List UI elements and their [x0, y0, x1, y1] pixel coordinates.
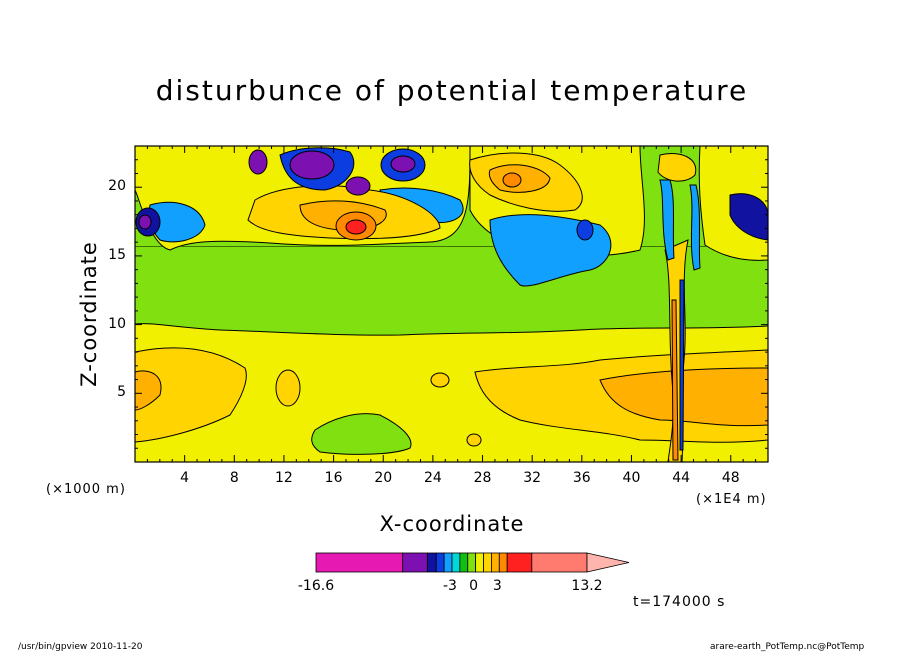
chart-title: disturbunce of potential temperature	[155, 74, 749, 107]
colorbar-label: 3	[492, 578, 502, 594]
colorbar-label: 0	[469, 578, 479, 594]
colorbar-segment	[435, 552, 445, 573]
x-unit-left: (×1000 m)	[46, 482, 126, 497]
x-tick-label: 48	[721, 470, 740, 486]
x-tick-label: 40	[622, 470, 641, 486]
heatmap-field	[135, 146, 768, 462]
colorbar-segment	[459, 552, 469, 573]
x-tick-label: 44	[672, 470, 691, 486]
colorbar-arrow	[586, 552, 630, 573]
colorbar-segment	[506, 552, 533, 573]
colorbar-segment	[467, 552, 477, 573]
footer-right: arare-earth_PotTemp.nc@PotTemp	[710, 642, 865, 652]
axis-ticks	[135, 146, 768, 462]
plot-frame	[134, 145, 769, 463]
colorbar-segment	[491, 552, 500, 573]
time-label: t=174000 s	[633, 594, 726, 610]
x-tick-label: 12	[275, 470, 293, 486]
x-tick-label: 28	[473, 470, 492, 486]
colorbar	[315, 552, 630, 573]
colorbar-segment	[498, 552, 508, 573]
colorbar-segment	[531, 552, 588, 573]
colorbar-label: -16.6	[297, 578, 335, 594]
footer-left: /usr/bin/gpview 2010-11-20	[18, 642, 143, 652]
colorbar-label: -3	[443, 578, 457, 594]
x-axis-label: X-coordinate	[379, 512, 525, 536]
y-tick-label: 10	[108, 315, 126, 332]
x-tick-label: 4	[180, 470, 190, 486]
colorbar-label: 13.2	[571, 578, 603, 594]
x-tick-label: 32	[523, 470, 542, 486]
x-tick-label: 24	[423, 470, 442, 486]
y-tick-label: 5	[117, 384, 126, 401]
x-tick-label: 16	[324, 470, 343, 486]
x-tick-label: 36	[572, 470, 591, 486]
x-unit-right: (×1E4 m)	[696, 492, 767, 507]
y-tick-label: 15	[108, 246, 126, 263]
colorbar-segment	[451, 552, 461, 573]
x-tick-label: 20	[374, 470, 393, 486]
colorbar-segment	[315, 552, 404, 573]
x-tick-label: 8	[229, 470, 239, 486]
colorbar-segment	[426, 552, 437, 573]
colorbar-segment	[475, 552, 484, 573]
colorbar-segment	[402, 552, 428, 573]
colorbar-segment	[483, 552, 492, 573]
colorbar-segment	[443, 552, 453, 573]
y-tick-label: 20	[108, 178, 126, 195]
